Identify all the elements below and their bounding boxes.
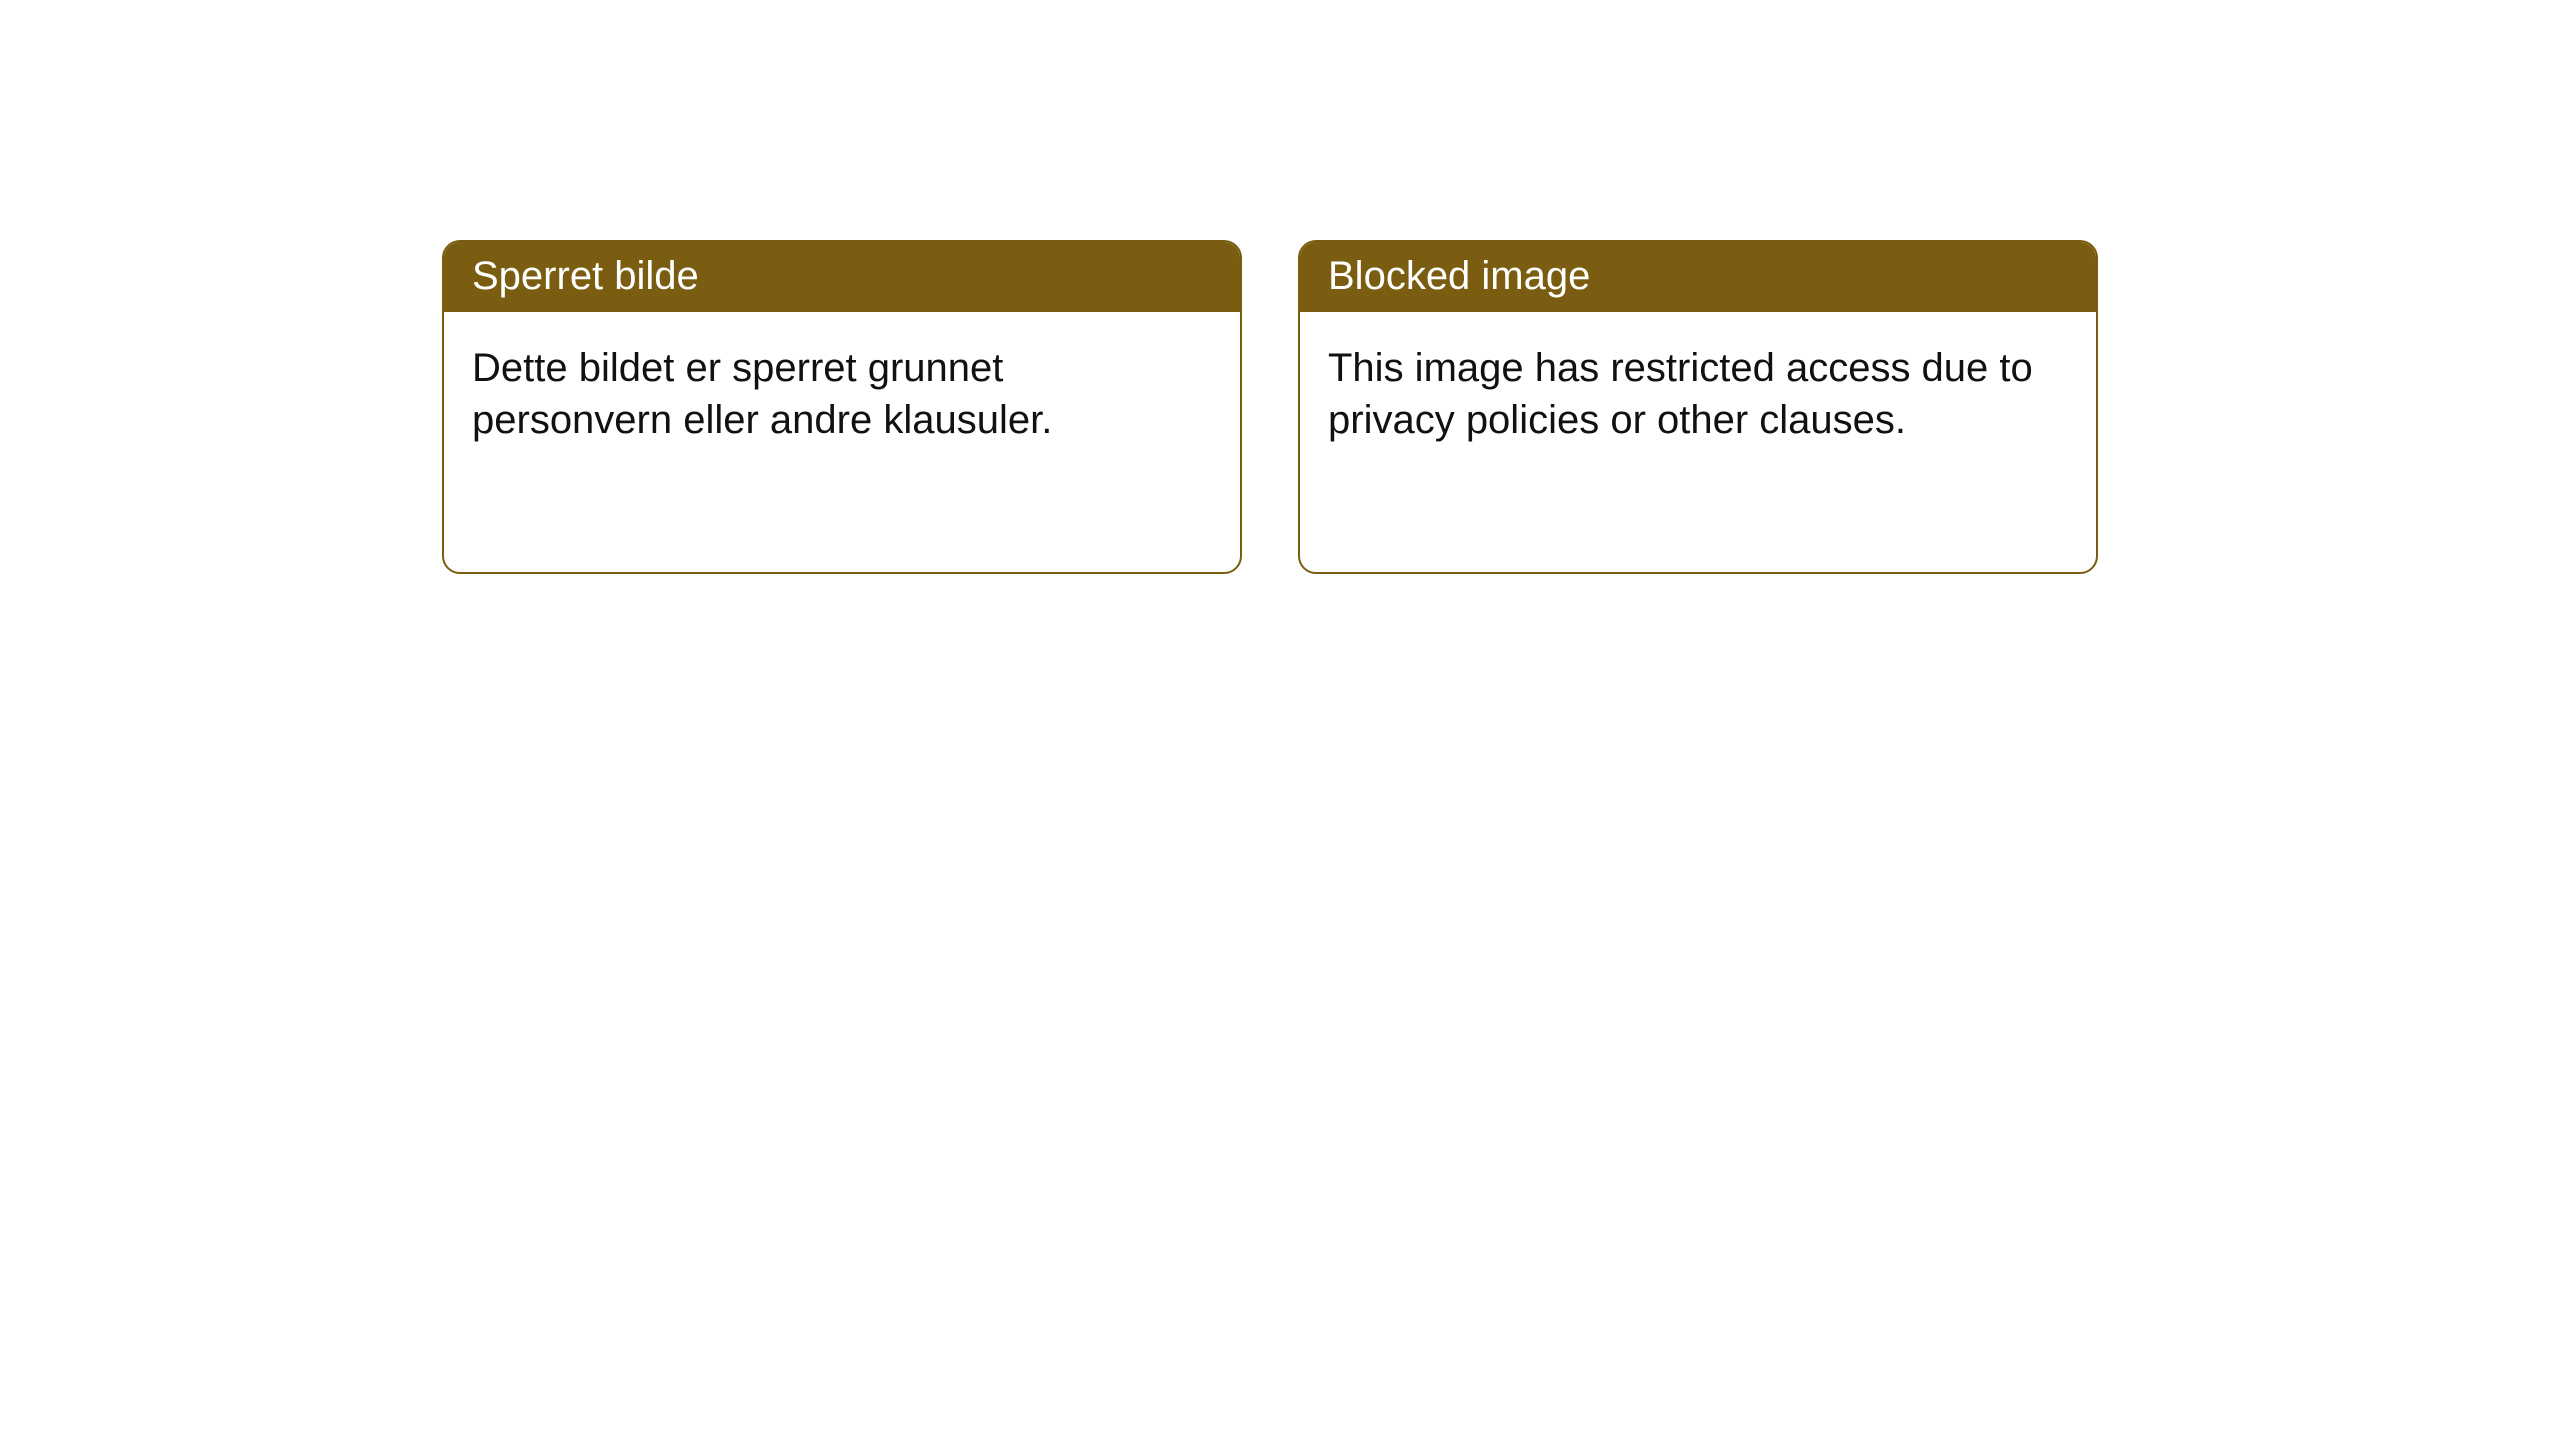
notice-cards-container: Sperret bilde Dette bildet er sperret gr… — [442, 240, 2098, 574]
card-message: This image has restricted access due to … — [1328, 342, 2068, 446]
card-body: This image has restricted access due to … — [1300, 312, 2096, 572]
notice-card-english: Blocked image This image has restricted … — [1298, 240, 2098, 574]
card-header: Blocked image — [1300, 242, 2096, 312]
card-message: Dette bildet er sperret grunnet personve… — [472, 342, 1212, 446]
card-title: Sperret bilde — [472, 254, 699, 298]
card-body: Dette bildet er sperret grunnet personve… — [444, 312, 1240, 572]
notice-card-norwegian: Sperret bilde Dette bildet er sperret gr… — [442, 240, 1242, 574]
card-title: Blocked image — [1328, 254, 1590, 298]
card-header: Sperret bilde — [444, 242, 1240, 312]
